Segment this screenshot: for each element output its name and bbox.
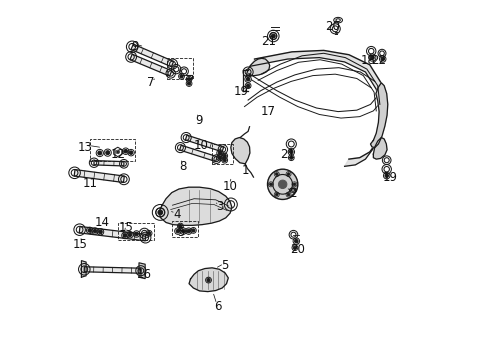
Circle shape (99, 230, 102, 234)
Text: 19: 19 (233, 85, 248, 98)
Polygon shape (370, 83, 387, 148)
Circle shape (271, 34, 275, 38)
Text: 20: 20 (325, 21, 340, 33)
Polygon shape (373, 138, 386, 159)
Text: 12: 12 (110, 148, 125, 161)
Text: 17: 17 (261, 105, 276, 118)
Text: 1: 1 (241, 164, 248, 177)
Circle shape (275, 173, 278, 175)
Circle shape (98, 151, 102, 155)
Bar (167, 58, 193, 79)
Circle shape (147, 232, 150, 235)
Text: 15: 15 (72, 238, 87, 251)
Circle shape (179, 225, 182, 228)
Polygon shape (246, 58, 269, 76)
Text: 5: 5 (176, 226, 183, 239)
Text: 3: 3 (216, 201, 223, 213)
Polygon shape (131, 44, 173, 67)
Circle shape (269, 183, 272, 186)
Circle shape (128, 233, 132, 237)
Text: 13: 13 (78, 141, 93, 154)
Circle shape (187, 82, 190, 85)
Text: 10: 10 (193, 139, 208, 152)
Text: 6: 6 (213, 300, 221, 313)
Circle shape (105, 151, 109, 155)
Polygon shape (94, 161, 124, 166)
Circle shape (218, 151, 222, 155)
Circle shape (187, 78, 190, 81)
Text: 14: 14 (94, 216, 109, 229)
Circle shape (223, 159, 226, 162)
Circle shape (158, 210, 163, 215)
Polygon shape (84, 267, 141, 273)
Circle shape (286, 173, 289, 175)
Text: 5: 5 (221, 259, 228, 272)
Circle shape (369, 55, 373, 60)
Bar (171, 221, 197, 237)
Text: 21: 21 (280, 148, 295, 161)
Circle shape (246, 77, 249, 81)
Circle shape (88, 229, 91, 232)
Circle shape (278, 180, 286, 189)
Circle shape (267, 169, 297, 199)
Circle shape (275, 193, 278, 196)
Circle shape (134, 232, 138, 236)
Circle shape (186, 229, 190, 233)
Circle shape (117, 151, 119, 153)
Polygon shape (74, 170, 124, 183)
Circle shape (293, 246, 296, 249)
Circle shape (206, 279, 210, 282)
Circle shape (286, 193, 289, 196)
Text: 18: 18 (360, 54, 375, 67)
Text: 9: 9 (131, 40, 138, 53)
Polygon shape (185, 135, 223, 152)
Text: 11: 11 (82, 177, 97, 190)
Circle shape (191, 229, 195, 232)
Circle shape (289, 156, 292, 159)
Circle shape (176, 229, 179, 233)
Polygon shape (250, 50, 384, 166)
Text: 10: 10 (222, 180, 237, 193)
Text: 20: 20 (290, 243, 305, 256)
Circle shape (180, 75, 183, 78)
Polygon shape (159, 187, 231, 225)
Circle shape (123, 149, 127, 153)
Circle shape (292, 183, 295, 186)
Circle shape (123, 234, 126, 237)
Text: 19: 19 (383, 171, 397, 184)
Bar (118, 223, 153, 240)
Text: 8: 8 (179, 160, 186, 173)
Polygon shape (79, 226, 145, 241)
Circle shape (294, 239, 298, 243)
Text: 4: 4 (173, 208, 180, 221)
Circle shape (384, 174, 387, 177)
Circle shape (380, 57, 384, 61)
Polygon shape (139, 263, 145, 279)
Text: 15: 15 (119, 221, 134, 234)
Circle shape (93, 229, 97, 233)
Text: 9: 9 (195, 114, 203, 127)
Text: 7: 7 (147, 76, 154, 89)
Text: 21: 21 (261, 35, 276, 48)
Circle shape (129, 151, 133, 154)
Polygon shape (130, 54, 171, 76)
Circle shape (181, 229, 184, 233)
Circle shape (218, 156, 222, 159)
Bar (90, 139, 135, 161)
Polygon shape (81, 261, 86, 277)
Circle shape (289, 150, 292, 154)
Circle shape (246, 84, 249, 87)
Polygon shape (179, 145, 217, 162)
Text: 2: 2 (288, 187, 296, 200)
Circle shape (223, 154, 226, 157)
Text: 22: 22 (370, 54, 385, 67)
Polygon shape (230, 138, 249, 164)
Bar (212, 144, 232, 164)
Polygon shape (189, 268, 228, 292)
Text: 16: 16 (136, 268, 151, 281)
